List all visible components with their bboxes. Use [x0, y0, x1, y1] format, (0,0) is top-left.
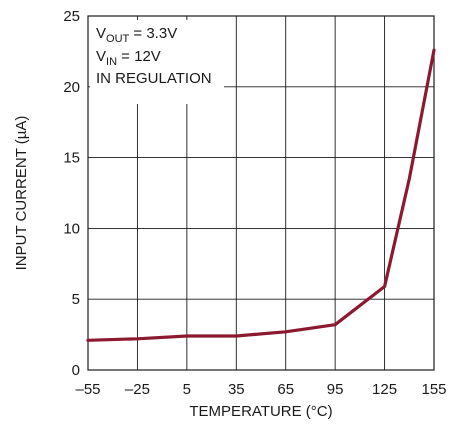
y-tick-label: 0 [72, 362, 80, 379]
annotation-vin: VIN = 12V [96, 48, 161, 68]
x-tick-label: 5 [183, 381, 191, 398]
annotation-regulation: IN REGULATION [96, 70, 212, 87]
x-tick-label: 155 [421, 381, 446, 398]
x-axis-label: TEMPERATURE (°C) [189, 403, 332, 420]
x-tick-label: 65 [277, 381, 294, 398]
x-tick-label: 125 [372, 381, 397, 398]
x-tick-label: –55 [75, 381, 100, 398]
annotation-vout-sub: OUT [106, 33, 130, 45]
y-tick-labels: 0 5 10 15 20 25 [63, 8, 80, 379]
annotation-vin-sub: IN [106, 56, 117, 68]
y-tick-label: 20 [63, 79, 80, 96]
x-tick-label: –25 [125, 381, 150, 398]
y-tick-label: 5 [72, 291, 80, 308]
y-tick-label: 15 [63, 150, 80, 167]
annotation-background [90, 20, 224, 104]
x-tick-labels: –55 –25 5 35 65 95 125 155 [75, 381, 446, 398]
annotation-vout: VOUT = 3.3V [96, 25, 177, 45]
x-tick-label: 35 [228, 381, 245, 398]
series-layer [86, 48, 436, 342]
x-tick-label: 95 [327, 381, 344, 398]
y-tick-label: 25 [63, 8, 80, 25]
y-axis-label: INPUT CURRENT (µA) [13, 116, 30, 271]
annotation-vout-value: = 3.3V [129, 25, 177, 42]
annotation-vin-main: V [96, 48, 106, 65]
plot-frame [87, 15, 435, 371]
y-tick-label: 10 [63, 220, 80, 237]
annotation-vin-value: = 12V [117, 48, 161, 65]
annotation-vout-main: V [96, 25, 106, 42]
series-line-0 [86, 48, 436, 342]
